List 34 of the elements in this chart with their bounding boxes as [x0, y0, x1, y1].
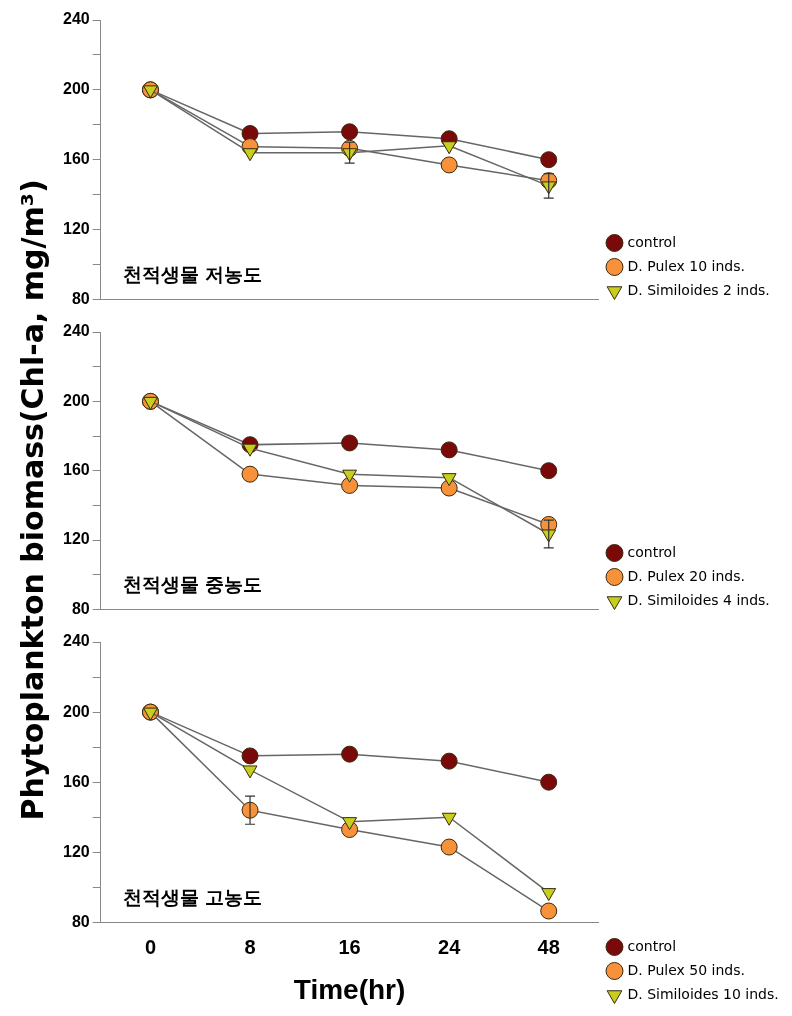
- y-tick-label: 240: [62, 632, 90, 650]
- y-axis-title: Phytoplankton biomass(Chl-a, mg/m³): [14, 179, 50, 821]
- annotation: 천적생물 중농도: [122, 572, 263, 595]
- y-tick-label: 200: [62, 391, 90, 409]
- y-tick-label: 80: [71, 289, 90, 307]
- y-tick-label: 160: [62, 461, 90, 479]
- x-tick-label: 48: [537, 935, 560, 958]
- legend-label: control: [627, 233, 677, 250]
- x-tick-label: 24: [438, 935, 462, 958]
- legend-label: control: [627, 937, 677, 954]
- y-tick-label: 120: [62, 219, 90, 237]
- y-tick-label: 120: [62, 530, 90, 548]
- x-tick-label: 16: [338, 935, 361, 958]
- legend-label: D. Similoides 4 inds.: [627, 591, 770, 608]
- x-tick-label: 8: [244, 935, 256, 958]
- y-tick-label: 160: [62, 772, 90, 790]
- legend-label: D. Pulex 50 inds.: [627, 961, 745, 978]
- legend-label: control: [627, 543, 677, 560]
- y-tick-label: 240: [62, 10, 90, 28]
- y-tick-label: 200: [62, 702, 90, 720]
- annotation: 천적생물 저농도: [122, 262, 263, 285]
- y-tick-label: 120: [62, 842, 90, 860]
- y-tick-label: 80: [71, 912, 90, 930]
- y-tick-label: 80: [71, 599, 90, 617]
- legend-label: D. Pulex 20 inds.: [627, 567, 745, 584]
- x-axis-title: Time(hr): [293, 973, 406, 1005]
- x-tick-label: 0: [144, 935, 157, 958]
- legend-label: D. Pulex 10 inds.: [627, 257, 745, 274]
- y-tick-label: 200: [62, 80, 90, 98]
- y-tick-label: 240: [62, 322, 90, 340]
- annotation: 천적생물 고농도: [122, 885, 263, 908]
- legend-label: D. Similoides 2 inds.: [627, 281, 770, 298]
- y-tick-label: 160: [62, 150, 90, 168]
- legend-label: D. Similoides 10 inds.: [627, 985, 779, 1002]
